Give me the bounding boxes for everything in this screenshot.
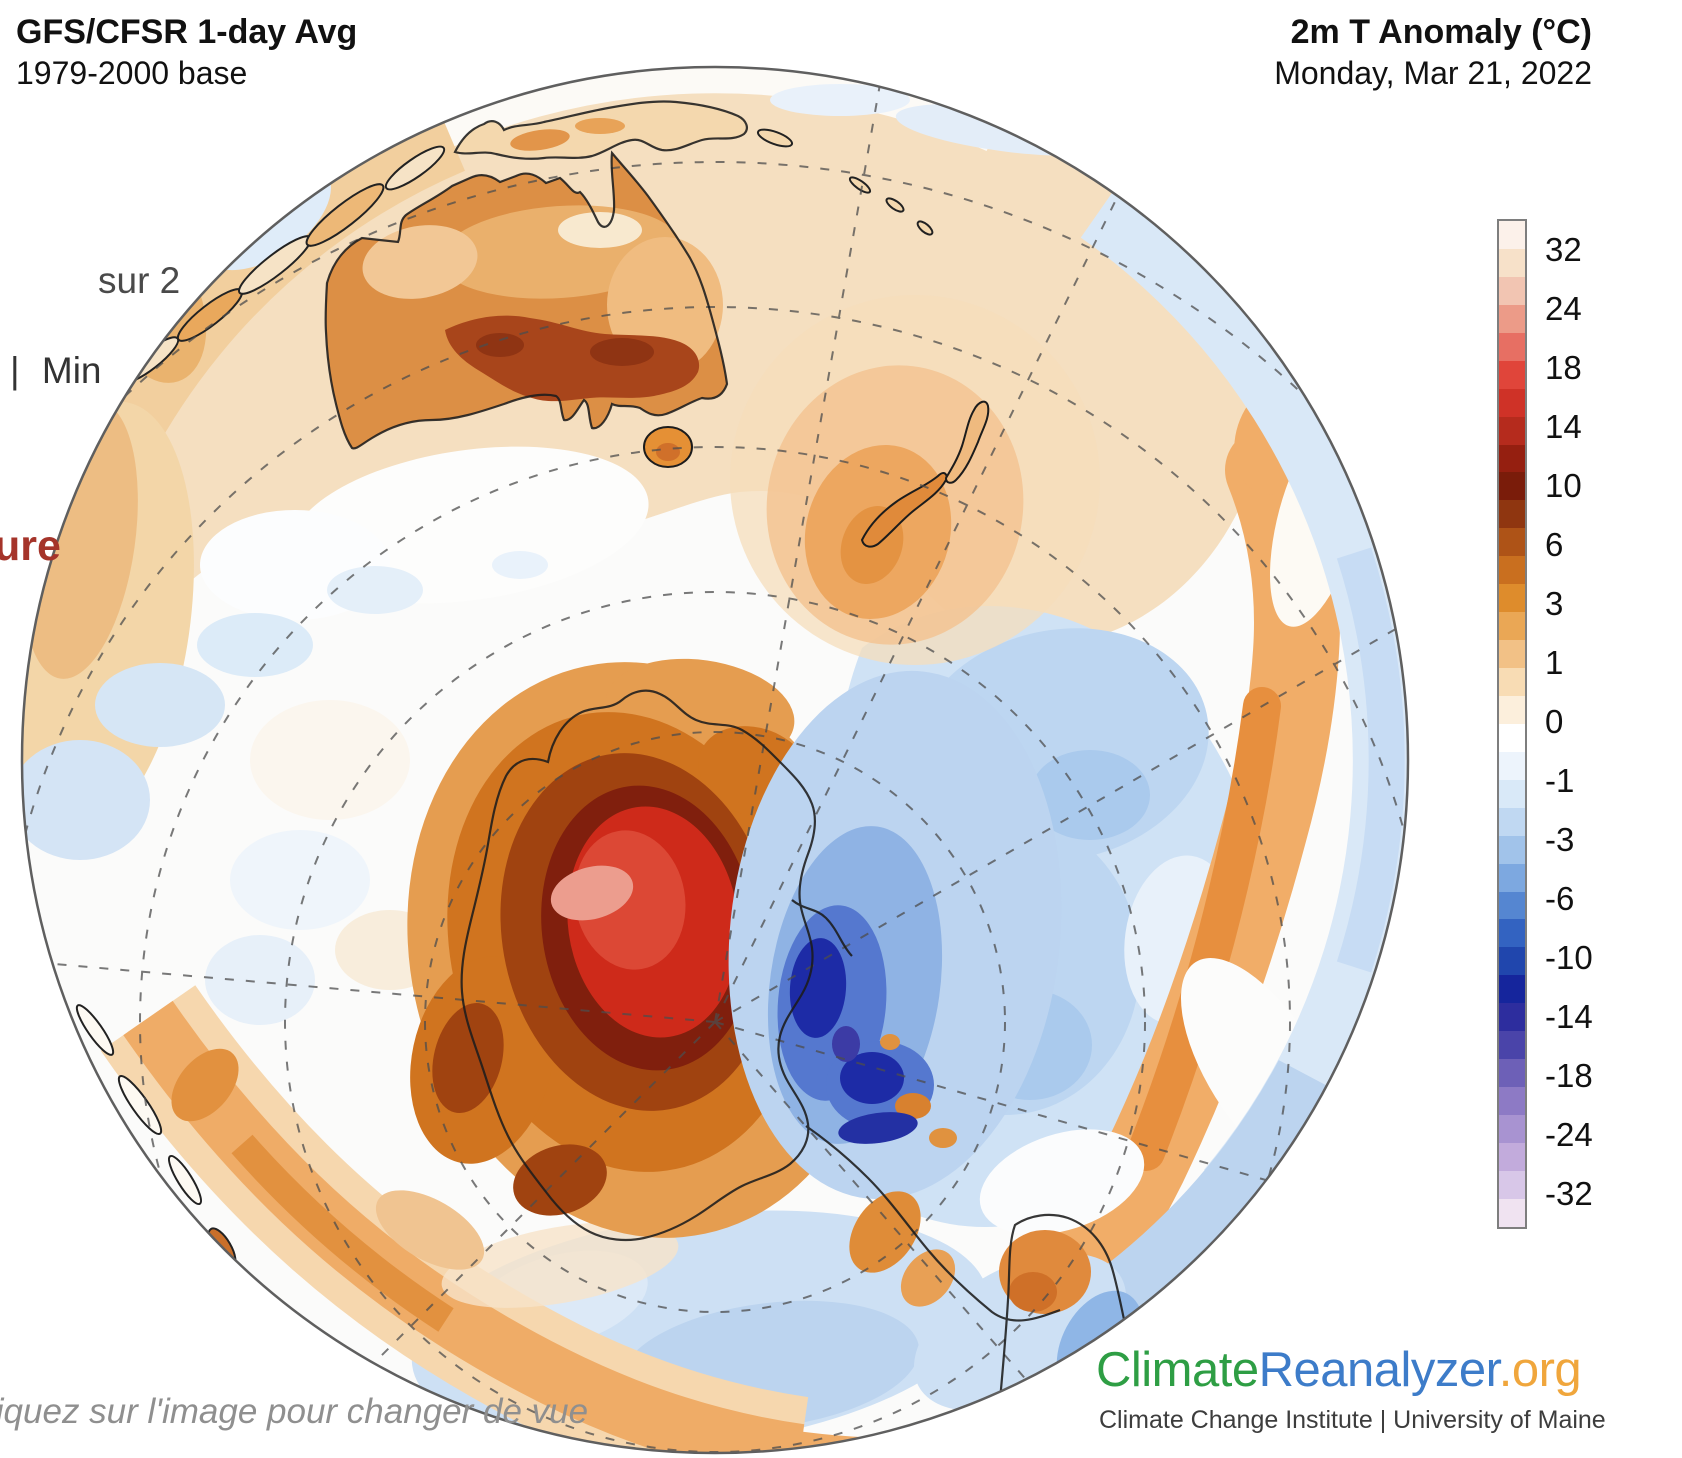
- melanesia-islands: [75, 1004, 237, 1269]
- colorbar-cell: [1499, 1115, 1525, 1143]
- colorbar-cell: [1499, 416, 1525, 445]
- colorbar-cell: [1499, 612, 1525, 641]
- colorbar-cell: [1499, 975, 1525, 1004]
- colorbar-tick-label: 3: [1545, 585, 1564, 622]
- temperature-link-fragment[interactable]: ure: [0, 522, 61, 570]
- brand-logo-reanalyzer: Reanalyzer: [1258, 1343, 1500, 1397]
- colorbar-tick-label: -10: [1545, 939, 1593, 976]
- colorbar-tick-label: -6: [1545, 880, 1575, 917]
- colorbar-cell: [1499, 472, 1525, 501]
- page-text-fragment: sur 2: [98, 260, 181, 301]
- colorbar-tick-label: -32: [1545, 1175, 1593, 1212]
- colorbar-cell: [1499, 332, 1525, 361]
- baseline-subtitle: 1979-2000 base: [16, 55, 248, 92]
- colorbar-tick-label: 1: [1545, 644, 1564, 681]
- colorbar-cell: [1499, 779, 1525, 808]
- colorbar-tick-label: 32: [1545, 231, 1582, 268]
- colorbar-cell: [1499, 947, 1525, 976]
- colorbar-cell: [1499, 723, 1525, 752]
- colorbar-cell: [1499, 1003, 1525, 1032]
- colorbar-cell: [1499, 1170, 1525, 1199]
- min-link-fragment[interactable]: | Min: [10, 350, 102, 391]
- image-caption-fragment: liquez sur l'image pour changer de vue: [0, 1392, 589, 1431]
- map-header-left: GFS/CFSR 1-day Avg 1979-2000 base: [16, 12, 357, 94]
- colorbar-cell: [1499, 528, 1525, 557]
- colorbar-cell: [1499, 919, 1525, 948]
- colorbar-cell: [1499, 444, 1525, 473]
- colorbar-cell: [1499, 248, 1525, 277]
- colorbar-cell: [1499, 1087, 1525, 1115]
- brand-tagline: Climate Change Institute | University of…: [1099, 1406, 1606, 1434]
- colorbar-cell: [1499, 1142, 1525, 1171]
- colorbar-cell: [1499, 221, 1525, 249]
- colorbar-cell: [1499, 500, 1525, 529]
- colorbar-tick-label: 14: [1545, 408, 1582, 445]
- colorbar-cell: [1499, 668, 1525, 696]
- colorbar-tick-label: 18: [1545, 349, 1582, 386]
- colorbar-tick-label: 6: [1545, 526, 1564, 563]
- colorbar-cell: [1499, 891, 1525, 920]
- colorbar-cell: [1499, 1059, 1525, 1088]
- model-title: GFS/CFSR 1-day Avg: [16, 13, 358, 51]
- date-subtitle: Monday, Mar 21, 2022: [1274, 55, 1592, 92]
- globe-outline: [20, 65, 1410, 1455]
- australia-region: [325, 153, 727, 468]
- colorbar-cell: [1499, 807, 1525, 836]
- colorbar-tick-label: -18: [1545, 1057, 1593, 1094]
- colorbar-tick-label: -14: [1545, 998, 1593, 1035]
- brand-logo-climate: Climate: [1096, 1343, 1259, 1397]
- colorbar-cell: [1499, 304, 1525, 333]
- colorbar-labels: 32 24 18 14 10 6 3 1 0 -1 -3 -6 -10 -14 -18 -24 -32: [1545, 219, 1645, 1229]
- brand-logo-org: .org: [1498, 1343, 1582, 1397]
- colorbar-cell: [1499, 360, 1525, 389]
- colorbar-cell: [1499, 695, 1525, 724]
- colorbar-cells: [1499, 221, 1525, 1227]
- colorbar-cell: [1499, 863, 1525, 892]
- colorbar-cell: [1499, 751, 1525, 780]
- colorbar-cell: [1499, 388, 1525, 417]
- colorbar-cell: [1499, 640, 1525, 668]
- map-header-right: 2m T Anomaly (°C) Monday, Mar 21, 2022: [1274, 12, 1592, 94]
- colorbar-cell: [1499, 556, 1525, 585]
- colorbar-tick-label: -24: [1545, 1116, 1593, 1153]
- colorbar-cell: [1499, 835, 1525, 864]
- southwest-limb-warm-arc: [100, 985, 881, 1453]
- colorbar-tick-label: -1: [1545, 762, 1575, 799]
- colorbar-cell: [1499, 276, 1525, 305]
- colorbar-cell: [1499, 1198, 1525, 1227]
- brand-logo: ClimateReanalyzer.org: [1096, 1342, 1582, 1398]
- colorbar-tick-label: 0: [1545, 703, 1564, 740]
- colorbar-tick-label: -3: [1545, 821, 1575, 858]
- colorbar-cell: [1499, 584, 1525, 613]
- new-zealand-region: [860, 400, 990, 548]
- anomaly-colorbar: [1497, 219, 1527, 1229]
- variable-title: 2m T Anomaly (°C): [1290, 13, 1592, 51]
- colorbar-tick-label: 10: [1545, 467, 1582, 504]
- colorbar-tick-label: 24: [1545, 290, 1582, 327]
- new-zealand-warm-halo: [730, 295, 1100, 665]
- colorbar-cell: [1499, 1031, 1525, 1060]
